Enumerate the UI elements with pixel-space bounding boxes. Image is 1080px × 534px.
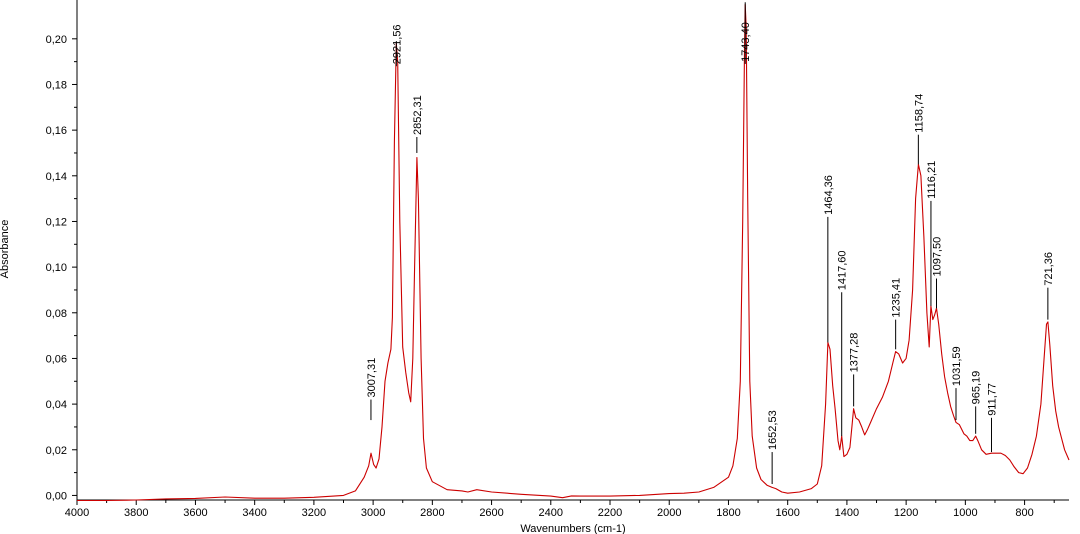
peak-label: 2921,56 [391, 24, 403, 64]
spectrum-line [77, 4, 1070, 502]
peak-label: 1417,60 [837, 250, 849, 290]
y-tick-label: 0,16 [46, 125, 67, 137]
x-tick-label: 1000 [953, 507, 977, 519]
x-tick-label: 1800 [716, 507, 740, 519]
x-tick-label: 3000 [361, 507, 385, 519]
plot-area [77, 4, 1070, 502]
x-axis: 4000 3800 3600 3400 3200 3000 2800 2600 2400 2200… [65, 500, 1055, 519]
plot-frame [76, 0, 1069, 501]
peak-label: 1377,28 [849, 333, 861, 373]
x-tick-label: 2400 [539, 507, 563, 519]
x-tick-label: 3600 [183, 507, 207, 519]
y-tick-label: 0,18 [46, 79, 67, 91]
peak-label: 1116,21 [926, 161, 938, 199]
y-tick-label: 0,04 [46, 399, 67, 411]
peak-label: 1235,41 [891, 278, 903, 318]
x-tick-label: 2000 [657, 507, 681, 519]
peak-label: 721,36 [1043, 252, 1055, 286]
x-tick-label: 3800 [124, 507, 148, 519]
peak-label: 1464,36 [823, 175, 835, 215]
x-tick-label: 2600 [479, 507, 503, 519]
y-tick-label: 0,14 [46, 171, 67, 183]
peak-label: 965,19 [971, 371, 983, 405]
y-tick-label: 0,02 [46, 445, 67, 457]
x-tick-label: 3200 [302, 507, 326, 519]
x-tick-label: 4000 [65, 507, 89, 519]
peak-label: 1097,50 [931, 237, 943, 277]
peak-label: 3007,31 [366, 358, 378, 398]
x-tick-label: 1400 [835, 507, 859, 519]
peak-label: 1652,53 [767, 410, 779, 450]
peak-label: 1031,59 [951, 346, 963, 386]
x-tick-label: 3400 [242, 507, 266, 519]
y-tick-label: 0,20 [46, 34, 67, 46]
peak-label: 1158,74 [913, 94, 925, 133]
x-tick-label: 2800 [420, 507, 444, 519]
y-tick-label: 0,00 [46, 490, 67, 502]
x-axis-label: Wavenumbers (cm-1) [520, 523, 625, 534]
peak-label: 911,77 [986, 383, 998, 416]
y-axis-label: Absorbance [0, 220, 11, 279]
y-tick-label: 0,10 [46, 262, 67, 274]
y-tick-label: 0,12 [46, 216, 67, 228]
y-tick-label: 0,06 [46, 353, 67, 365]
x-tick-label: 800 [1015, 507, 1033, 519]
peak-annotations: 3007,31 2921,56 2852,31 1743,40 1652,53 1464,… [366, 2, 1055, 485]
x-tick-label: 1200 [894, 507, 918, 519]
x-tick-label: 2200 [598, 507, 622, 519]
y-axis: 0,00 0,02 0,04 0,06 0,08 0,10 0,12 0,14 0,16 0,18… [46, 34, 77, 502]
x-tick-label: 1600 [775, 507, 799, 519]
y-tick-label: 0,08 [46, 308, 67, 320]
peak-label: 2852,31 [412, 95, 424, 135]
peak-label: 1743,40 [740, 22, 752, 62]
